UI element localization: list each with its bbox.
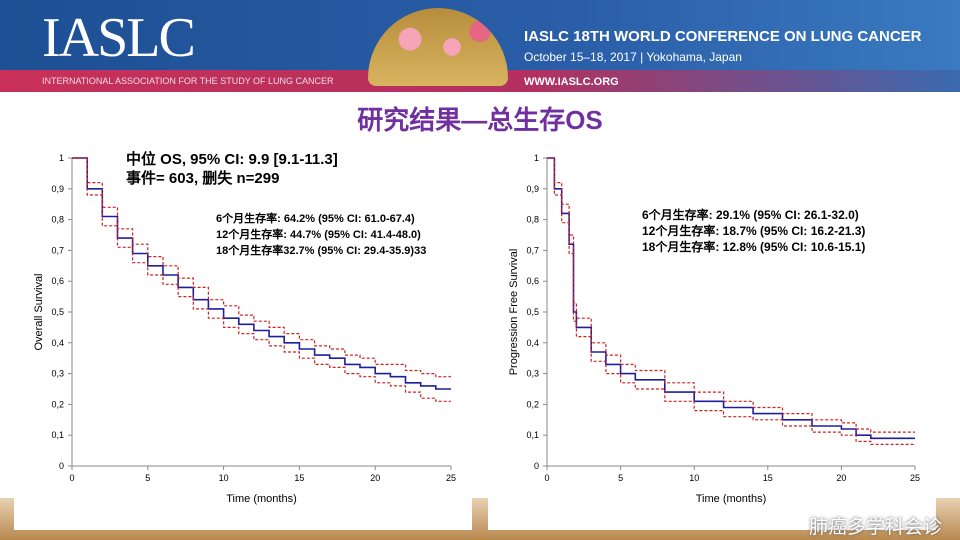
- y-tick-label: 0,4: [526, 338, 539, 348]
- y-tick-label: 0: [59, 461, 64, 471]
- y-tick-label: 0: [534, 461, 539, 471]
- watermark: 肺癌多学科会诊: [808, 517, 942, 538]
- y-tick-label: 0,8: [526, 215, 539, 225]
- y-tick-label: 0,5: [526, 307, 539, 317]
- y-tick-label: 1: [534, 153, 539, 163]
- y-axis-label: Progression Free Survival: [508, 249, 520, 376]
- events-censored: 事件= 603, 删失 n=299: [126, 170, 280, 187]
- os-rate-18m: 18个月生存率32.7% (95% CI: 29.4-35.9)33: [216, 245, 427, 257]
- y-tick-label: 0,4: [51, 338, 64, 348]
- x-tick-label: 0: [69, 473, 74, 483]
- x-tick-label: 25: [910, 473, 920, 483]
- y-tick-label: 0,3: [526, 369, 539, 379]
- x-tick-label: 5: [618, 473, 623, 483]
- x-tick-label: 15: [294, 473, 304, 483]
- ci-line: [72, 157, 451, 378]
- y-tick-label: 0,7: [51, 245, 64, 255]
- conference-banner: IASLC INTERNATIONAL ASSOCIATION FOR THE …: [0, 0, 960, 92]
- os-rate-6m: 6个月生存率: 64.2% (95% CI: 61.0-67.4): [216, 213, 415, 225]
- pfs-rate-6m: 6个月生存率: 29.1% (95% CI: 26.1-32.0): [642, 208, 859, 222]
- y-axis-label: Overall Survival: [33, 273, 45, 350]
- y-tick-label: 0,2: [526, 399, 539, 409]
- y-tick-label: 0,6: [526, 276, 539, 286]
- y-tick-label: 0,1: [51, 430, 64, 440]
- y-tick-label: 0,1: [526, 430, 539, 440]
- ci-line: [72, 157, 451, 402]
- os-rate-12m: 12个月生存率: 44.7% (95% CI: 41.4-48.0): [216, 229, 421, 241]
- x-axis-label: Time (months): [226, 493, 297, 505]
- y-tick-label: 0,5: [51, 307, 64, 317]
- association-name: INTERNATIONAL ASSOCIATION FOR THE STUDY …: [42, 76, 334, 86]
- x-axis-label: Time (months): [696, 493, 767, 505]
- x-tick-label: 10: [219, 473, 229, 483]
- y-tick-label: 0,7: [526, 245, 539, 255]
- slide-title: 研究结果—总生存OS: [357, 105, 603, 135]
- y-tick-label: 0,3: [51, 369, 64, 379]
- x-tick-label: 15: [763, 473, 773, 483]
- x-tick-label: 5: [145, 473, 150, 483]
- right-panel: [488, 140, 936, 530]
- y-tick-label: 1: [59, 153, 64, 163]
- y-tick-label: 0,6: [51, 276, 64, 286]
- x-tick-label: 25: [446, 473, 456, 483]
- x-tick-label: 20: [370, 473, 380, 483]
- pfs-rate-18m: 18个月生存率: 12.8% (95% CI: 10.6-15.1): [642, 240, 866, 254]
- x-tick-label: 20: [836, 473, 846, 483]
- conference-url: WWW.IASLC.ORG: [524, 76, 619, 88]
- median-os: 中位 OS, 95% CI: 9.9 [9.1-11.3]: [126, 151, 338, 168]
- ci-line: [547, 157, 915, 433]
- y-tick-label: 0,8: [51, 215, 64, 225]
- survival-curve: [72, 157, 451, 390]
- x-tick-label: 0: [544, 473, 549, 483]
- x-tick-label: 10: [689, 473, 699, 483]
- y-tick-label: 0,2: [51, 399, 64, 409]
- iaslc-logo: IASLC: [42, 7, 196, 69]
- y-tick-label: 0,9: [526, 184, 539, 194]
- conference-dates: October 15–18, 2017 | Yokohama, Japan: [524, 50, 742, 64]
- survival-curve: [547, 157, 915, 440]
- pfs-rate-12m: 12个月生存率: 18.7% (95% CI: 16.2-21.3): [642, 224, 866, 238]
- y-tick-label: 0,9: [51, 184, 64, 194]
- left-panel: [14, 140, 472, 530]
- conference-title: IASLC 18TH WORLD CONFERENCE ON LUNG CANC…: [524, 28, 922, 45]
